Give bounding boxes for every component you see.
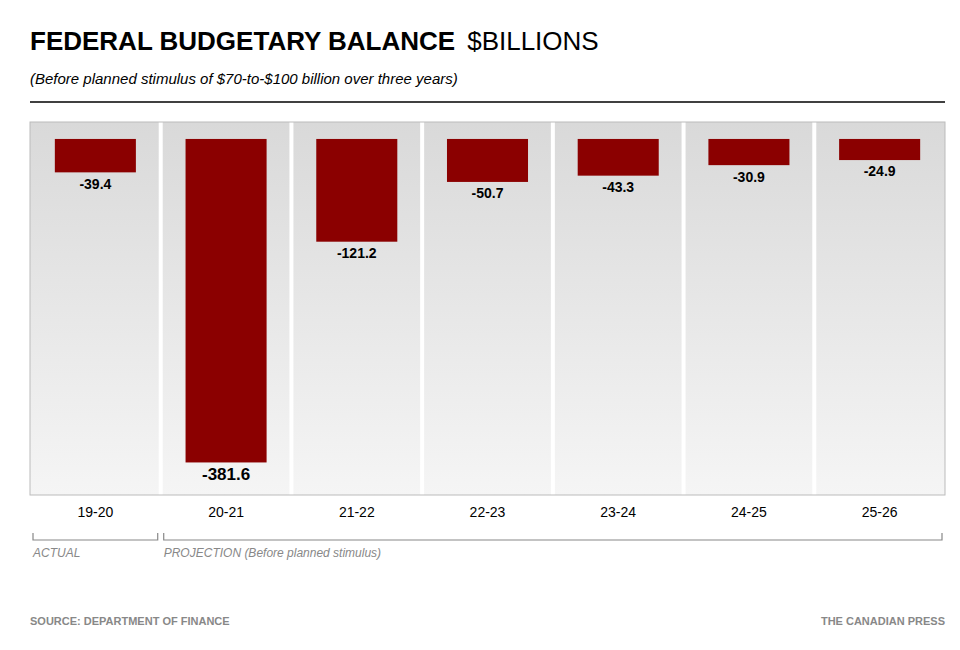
annotation-bracket: [164, 533, 942, 540]
subtitle: (Before planned stimulus of $70-to-$100 …: [30, 70, 458, 87]
column-separator: [551, 122, 555, 495]
column-separator: [289, 122, 293, 495]
column-background: [161, 122, 292, 495]
column-separator: [682, 122, 686, 495]
data-label: -24.9: [864, 163, 896, 179]
category-label: 20-21: [208, 504, 244, 520]
bar: [708, 139, 789, 165]
data-label: -50.7: [472, 185, 504, 201]
category-label: 24-25: [731, 504, 767, 520]
column-background: [553, 122, 684, 495]
category-label: 19-20: [77, 504, 113, 520]
category-label: 21-22: [339, 504, 375, 520]
title-line: FEDERAL BUDGETARY BALANCE $BILLIONS: [30, 26, 599, 56]
data-label: -30.9: [733, 169, 765, 185]
chart-svg: FEDERAL BUDGETARY BALANCE $BILLIONS (Befor…: [0, 0, 960, 650]
annotations: ACTUAL PROJECTION (Before planned stimulu…: [32, 533, 942, 560]
data-label: -39.4: [79, 176, 111, 192]
column-separator: [420, 122, 424, 495]
title-rule: [30, 101, 945, 103]
column-background: [814, 122, 945, 495]
credit: THE CANADIAN PRESS: [821, 615, 945, 627]
column-backgrounds: [30, 122, 945, 495]
category-label: 25-26: [862, 504, 898, 520]
bar: [578, 139, 659, 176]
bar: [55, 139, 136, 172]
column-background: [422, 122, 553, 495]
bar: [839, 139, 920, 160]
annotation-text: PROJECTION (Before planned stimulus): [164, 546, 381, 560]
category-label: 22-23: [470, 504, 506, 520]
data-label: -381.6: [202, 465, 250, 484]
source: SOURCE: DEPARTMENT OF FINANCE: [30, 615, 230, 627]
column-separator: [159, 122, 163, 495]
data-label: -43.3: [602, 179, 634, 195]
column-separator: [812, 122, 816, 495]
bar: [447, 139, 528, 182]
bar: [186, 139, 267, 462]
column-background: [291, 122, 422, 495]
bars: [55, 139, 920, 462]
bar: [316, 139, 397, 242]
column-background: [684, 122, 815, 495]
data-labels: -39.4 -381.6 -121.2 -50.7 -43.3 -30.9 -24.9: [79, 163, 895, 484]
column-background: [30, 122, 161, 495]
plot-frame: [30, 122, 945, 495]
category-label: 23-24: [600, 504, 636, 520]
title: FEDERAL BUDGETARY BALANCE: [30, 26, 455, 56]
units-label: $BILLIONS: [467, 26, 599, 56]
annotation-bracket: [33, 533, 158, 540]
annotation-text: ACTUAL: [32, 546, 80, 560]
category-labels: 19-20 20-21 21-22 22-23 23-24 24-25 25-26: [77, 504, 897, 520]
chart-container: FEDERAL BUDGETARY BALANCE $BILLIONS (Befor…: [0, 0, 960, 650]
data-label: -121.2: [337, 245, 377, 261]
separators: [161, 122, 815, 495]
